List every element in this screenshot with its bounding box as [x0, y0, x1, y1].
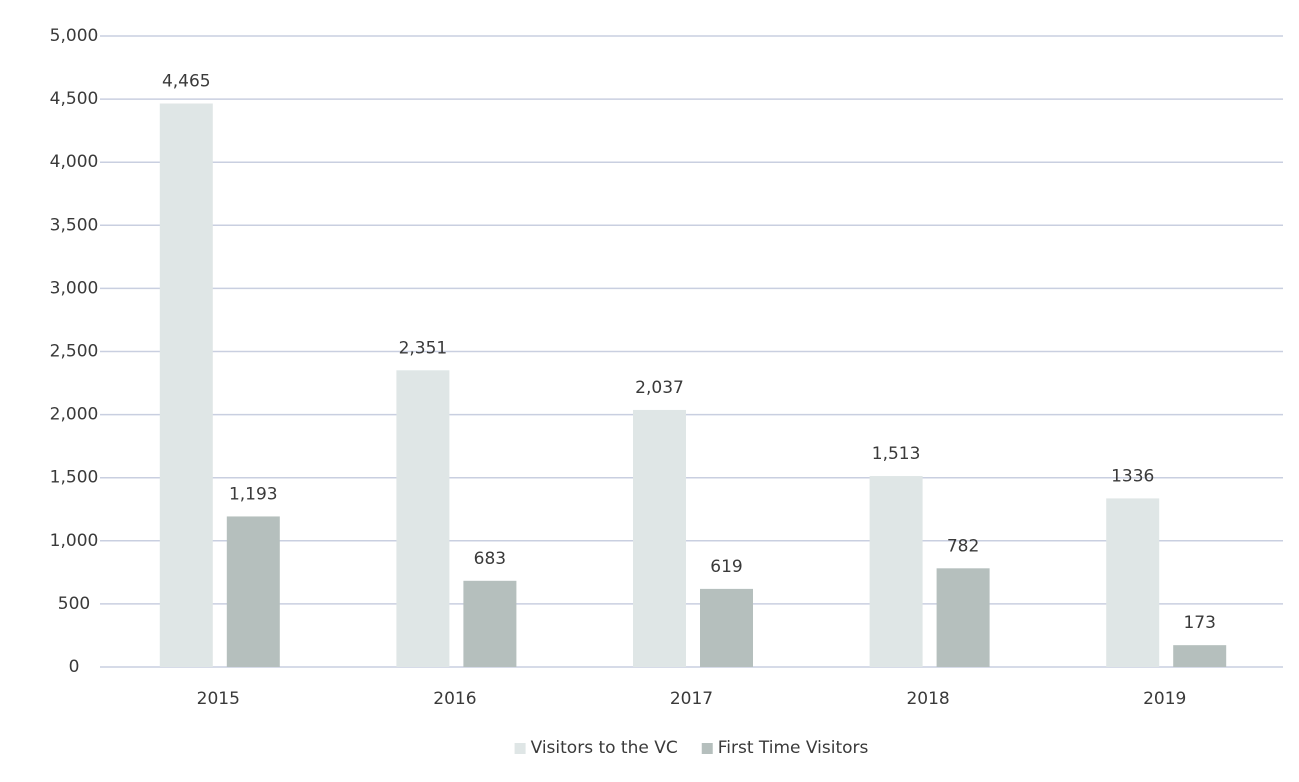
value-label: 2,037 — [635, 378, 684, 398]
bar — [633, 409, 686, 667]
y-tick-label: 4,000 — [50, 152, 99, 172]
y-tick-label: 4,500 — [50, 89, 99, 109]
y-tick-label: 2,500 — [50, 342, 99, 362]
y-tick-label: 5,000 — [50, 26, 99, 46]
bar — [936, 568, 990, 667]
y-tick-label: 3,000 — [50, 278, 99, 298]
y-tick-label: 2,000 — [50, 405, 99, 425]
bar — [396, 370, 450, 667]
value-label: 1,513 — [872, 444, 921, 464]
y-tick-label: 0 — [69, 657, 80, 677]
bar — [226, 516, 280, 667]
x-tick-label: 2016 — [433, 689, 476, 709]
value-label: 173 — [1183, 613, 1215, 633]
legend-label: First Time Visitors — [718, 738, 869, 758]
x-tick-label: 2019 — [1143, 689, 1186, 709]
bar — [463, 580, 517, 667]
legend-swatch — [514, 743, 526, 754]
bar — [159, 103, 213, 668]
bar — [1173, 645, 1227, 667]
value-label: 4,465 — [162, 72, 211, 92]
value-label: 619 — [710, 557, 742, 577]
x-tick-label: 2015 — [197, 689, 240, 709]
legend-swatch — [701, 743, 713, 754]
y-tick-label: 3,500 — [50, 215, 99, 235]
y-tick-label: 1,500 — [50, 468, 99, 488]
value-label: 2,351 — [399, 338, 448, 358]
x-tick-label: 2018 — [906, 689, 949, 709]
y-tick-label: 500 — [58, 594, 90, 614]
bar — [1106, 498, 1160, 667]
value-label: 1,193 — [229, 484, 278, 504]
bar — [700, 588, 753, 667]
legend-label: Visitors to the VC — [531, 738, 678, 758]
value-label: 683 — [474, 549, 506, 569]
value-label: 782 — [947, 536, 979, 556]
value-label: 1336 — [1111, 466, 1154, 486]
y-tick-label: 1,000 — [50, 531, 99, 551]
bar — [869, 476, 923, 667]
x-tick-label: 2017 — [670, 689, 713, 709]
